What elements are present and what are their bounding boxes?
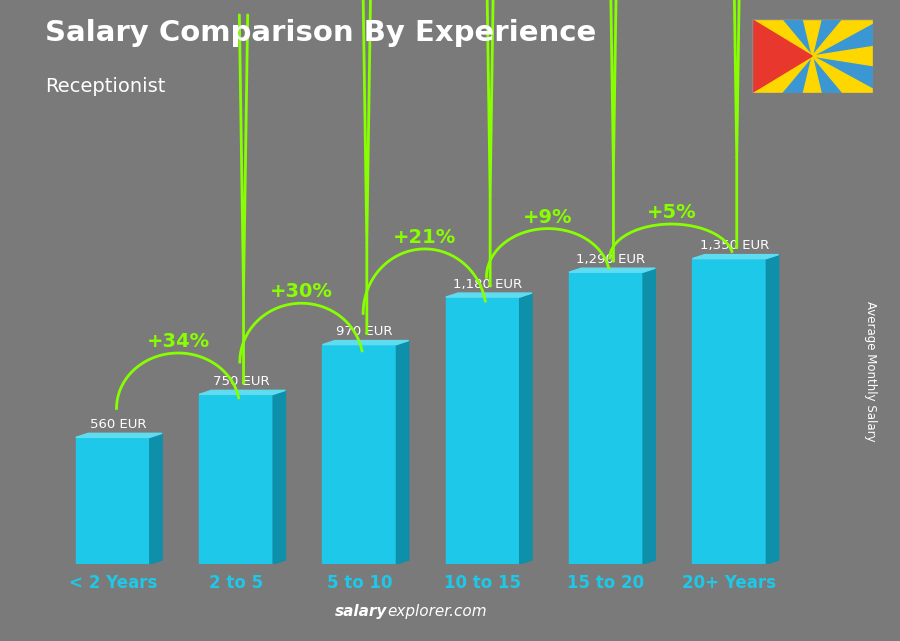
Polygon shape bbox=[750, 56, 812, 107]
Text: +9%: +9% bbox=[523, 208, 572, 227]
Polygon shape bbox=[738, 44, 812, 68]
Bar bbox=[692, 259, 766, 564]
Polygon shape bbox=[322, 340, 409, 345]
Text: Salary Comparison By Experience: Salary Comparison By Experience bbox=[45, 19, 596, 47]
Text: +5%: +5% bbox=[646, 203, 697, 222]
Text: Receptionist: Receptionist bbox=[45, 77, 166, 96]
Polygon shape bbox=[812, 44, 886, 68]
Bar bbox=[322, 345, 396, 564]
Text: +21%: +21% bbox=[393, 228, 456, 247]
Polygon shape bbox=[750, 5, 812, 56]
Text: Average Monthly Salary: Average Monthly Salary bbox=[865, 301, 878, 442]
Polygon shape bbox=[812, 5, 875, 56]
Bar bbox=[76, 437, 149, 564]
Polygon shape bbox=[797, 56, 827, 117]
Text: +30%: +30% bbox=[270, 283, 333, 301]
Text: 1,350 EUR: 1,350 EUR bbox=[699, 239, 769, 253]
Polygon shape bbox=[569, 268, 655, 272]
Text: salary: salary bbox=[335, 604, 387, 619]
Polygon shape bbox=[752, 19, 812, 93]
Text: 1,180 EUR: 1,180 EUR bbox=[453, 278, 522, 291]
Polygon shape bbox=[643, 268, 655, 564]
Polygon shape bbox=[812, 56, 875, 107]
Polygon shape bbox=[692, 254, 778, 259]
Polygon shape bbox=[199, 390, 285, 394]
Bar bbox=[199, 394, 273, 564]
Polygon shape bbox=[519, 293, 532, 564]
Polygon shape bbox=[149, 433, 162, 564]
Polygon shape bbox=[766, 254, 778, 564]
Polygon shape bbox=[273, 390, 285, 564]
Text: 970 EUR: 970 EUR bbox=[336, 325, 392, 338]
Text: 750 EUR: 750 EUR bbox=[212, 375, 269, 388]
Polygon shape bbox=[396, 340, 409, 564]
Text: 560 EUR: 560 EUR bbox=[89, 418, 146, 431]
Polygon shape bbox=[446, 293, 532, 297]
Bar bbox=[446, 297, 519, 564]
Polygon shape bbox=[76, 433, 162, 437]
Text: explorer.com: explorer.com bbox=[387, 604, 487, 619]
Bar bbox=[569, 272, 643, 564]
Text: +34%: +34% bbox=[147, 332, 210, 351]
Text: 1,290 EUR: 1,290 EUR bbox=[576, 253, 645, 266]
Polygon shape bbox=[797, 0, 827, 56]
